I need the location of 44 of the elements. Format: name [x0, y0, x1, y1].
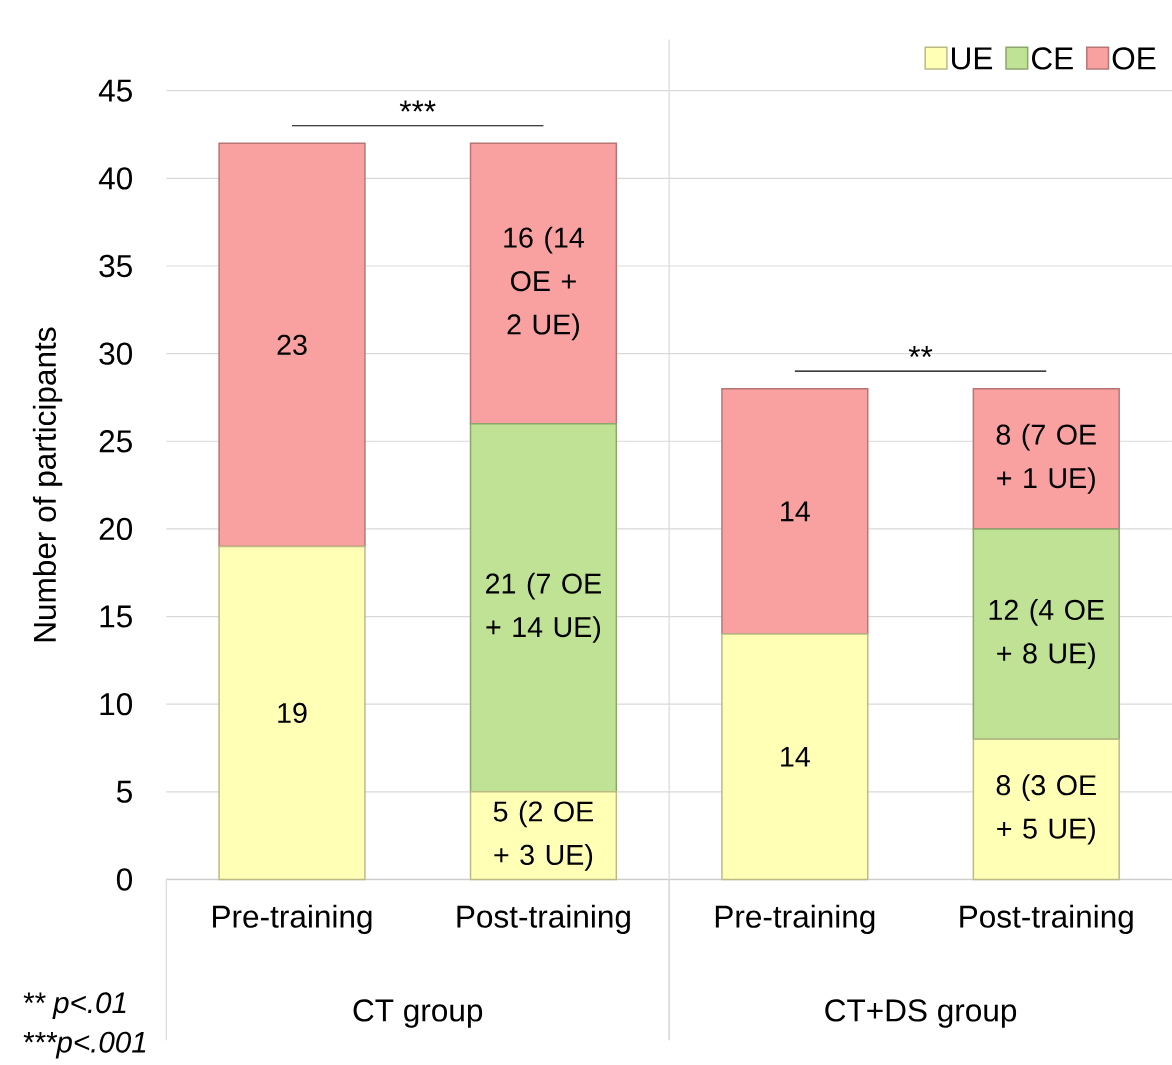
x-tick-label: Post-training — [960, 904, 1133, 935]
text: ** p<.01 — [23, 992, 126, 1020]
bar — [721, 388, 869, 635]
annotation: ** — [908, 346, 933, 358]
data-label: 8 (7 OE + 1 UE) — [996, 423, 1096, 494]
text: CT group — [353, 999, 483, 1028]
y-tick-label: 35 — [99, 254, 132, 278]
y-tick-label: 0 — [116, 868, 133, 891]
y-tick-label: 25 — [99, 430, 132, 453]
x-tick-label: Post-training — [457, 904, 630, 935]
data-label: 5 (2 OE + 3 UE) — [493, 800, 594, 871]
data-label: 8 (3 OE + 5 UE) — [996, 774, 1096, 845]
bar — [469, 791, 618, 881]
data-label: 23 — [277, 334, 307, 356]
legend-label: CE — [1032, 47, 1073, 70]
annotation: *** — [399, 100, 436, 112]
data-label: 21 (7 OE + 14 UE) — [486, 572, 601, 643]
text: ***p<.001 — [23, 1031, 146, 1059]
bar — [972, 738, 1120, 881]
bar — [218, 545, 366, 881]
y-tick-label: 20 — [99, 517, 133, 541]
legend-label: UE — [952, 47, 993, 70]
bar — [972, 528, 1120, 741]
data-label: 14 — [781, 501, 810, 522]
bar — [972, 388, 1120, 530]
data-label: 16 (14 OE + 2 UE) — [504, 226, 584, 341]
bar — [721, 633, 869, 881]
y-tick-label: 40 — [98, 167, 133, 190]
y-axis-title: Number of participants — [32, 327, 63, 642]
y-tick-label: 15 — [100, 605, 132, 628]
bar — [218, 142, 366, 548]
bar — [469, 423, 618, 793]
data-label: 14 — [781, 747, 810, 767]
x-tick-label: Pre-training — [213, 904, 372, 935]
legend-label: OE — [1112, 47, 1156, 70]
data-label: 19 — [278, 702, 307, 724]
data-label: 12 (4 OE + 8 UE) — [989, 599, 1104, 670]
text: CT+DS group — [825, 999, 1017, 1028]
y-tick-label: 10 — [100, 693, 133, 716]
x-tick-label: Pre-training — [715, 904, 875, 935]
y-tick-label: 45 — [98, 79, 132, 102]
bar — [469, 142, 618, 425]
y-tick-label: 5 — [116, 780, 132, 803]
y-tick-label: 30 — [99, 342, 133, 365]
